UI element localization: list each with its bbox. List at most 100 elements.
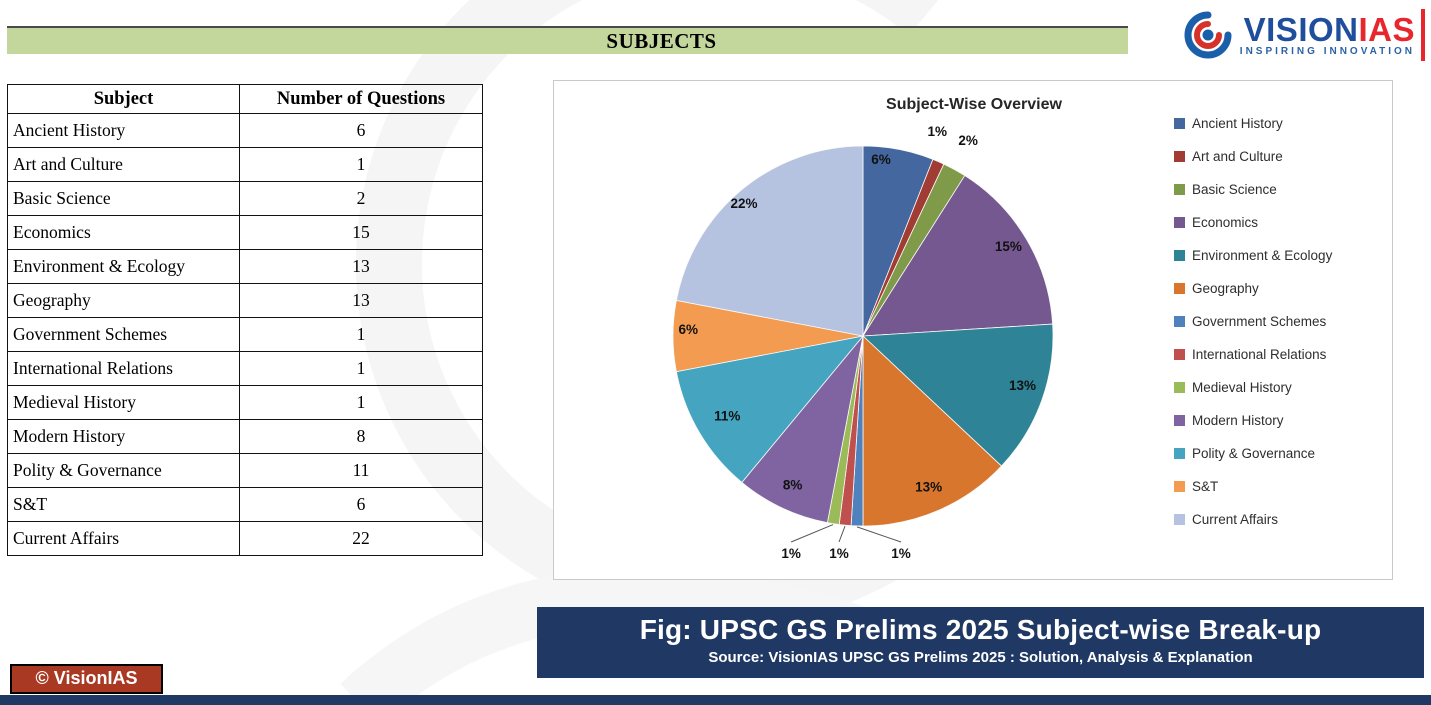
- logo-tagline: INSPIRING INNOVATION: [1239, 45, 1415, 57]
- pie-percent-label: 1%: [928, 124, 948, 139]
- logo-text-ias: IAS: [1358, 10, 1415, 48]
- legend-swatch: [1174, 514, 1185, 525]
- chart-container: Subject-Wise Overview 6% 1% 2% 15% 13% 13% 1% 1…: [553, 80, 1393, 580]
- legend-swatch: [1174, 283, 1185, 294]
- subject-cell: Current Affairs: [7, 521, 240, 556]
- subject-cell: Economics: [7, 215, 240, 250]
- logo-text-vision: VISION: [1243, 10, 1359, 48]
- pie-percent-label: 6%: [678, 322, 698, 337]
- legend-swatch: [1174, 481, 1185, 492]
- subject-column-header: Subject: [7, 84, 240, 114]
- label-leader-line: [838, 526, 846, 543]
- label-leader-line: [790, 524, 834, 543]
- legend-swatch: [1174, 118, 1185, 129]
- table-row: Medieval History 1: [7, 385, 483, 420]
- label-leader-line: [856, 526, 902, 543]
- pie-percent-label: 1%: [829, 546, 849, 561]
- legend-swatch: [1174, 250, 1185, 261]
- legend-item: S&T: [1174, 470, 1332, 503]
- caption-banner: Fig: UPSC GS Prelims 2025 Subject-wise B…: [537, 607, 1424, 678]
- legend-swatch: [1174, 382, 1185, 393]
- subject-cell: Geography: [7, 283, 240, 318]
- legend-swatch: [1174, 184, 1185, 195]
- legend-label: International Relations: [1192, 347, 1327, 362]
- legend-label: Basic Science: [1192, 182, 1277, 197]
- copyright-text: © VisionIAS: [35, 668, 138, 688]
- legend-label: Government Schemes: [1192, 314, 1327, 329]
- legend-item: Polity & Governance: [1174, 437, 1332, 470]
- table-row: Government Schemes 1: [7, 317, 483, 352]
- question-count-cell: 6: [239, 487, 483, 522]
- subject-cell: Medieval History: [7, 385, 240, 420]
- question-count-cell: 13: [239, 283, 483, 318]
- subject-cell: S&T: [7, 487, 240, 522]
- legend-item: Economics: [1174, 206, 1332, 239]
- question-count-cell: 13: [239, 249, 483, 284]
- subject-cell: Polity & Governance: [7, 453, 240, 488]
- table-row: Environment & Ecology 13: [7, 249, 483, 284]
- legend-label: Modern History: [1192, 413, 1284, 428]
- visionias-logo: VISIONIAS INSPIRING INNOVATION: [1175, 6, 1425, 64]
- pie-slice-current-affairs: [675, 145, 864, 337]
- legend-label: Environment & Ecology: [1192, 248, 1333, 263]
- legend-item: Ancient History: [1174, 107, 1332, 140]
- legend-label: S&T: [1192, 479, 1219, 494]
- pie-percent-label: 6%: [871, 152, 891, 167]
- legend-item: Basic Science: [1174, 173, 1332, 206]
- question-count-column-header: Number of Questions: [239, 84, 483, 114]
- legend-label: Polity & Governance: [1192, 446, 1316, 461]
- legend-label: Art and Culture: [1192, 149, 1283, 164]
- visionias-logo-icon: [1184, 11, 1232, 59]
- pie-percent-label: 22%: [730, 196, 757, 211]
- legend-swatch: [1174, 316, 1185, 327]
- table-row: S&T 6: [7, 487, 483, 522]
- legend-item: Medieval History: [1174, 371, 1332, 404]
- pie-percent-label: 1%: [891, 546, 911, 561]
- legend-item: Art and Culture: [1174, 140, 1332, 173]
- table-row: Polity & Governance 11: [7, 453, 483, 488]
- source-caption: Source: VisionIAS UPSC GS Prelims 2025 :…: [708, 649, 1253, 666]
- legend-item: Environment & Ecology: [1174, 239, 1332, 272]
- pie-chart: 6% 1% 2% 15% 13% 13% 1% 1% 1% 8% 11% 6% 22%: [672, 124, 1054, 561]
- title-bar: SUBJECTS: [7, 26, 1128, 54]
- logo-name: VISIONIAS: [1243, 10, 1415, 48]
- legend-item: Geography: [1174, 272, 1332, 305]
- subject-table: Subject Number of Questions Ancient Hist…: [7, 84, 483, 556]
- logo-text-block: VISIONIAS INSPIRING INNOVATION: [1239, 10, 1415, 57]
- question-count-cell: 8: [239, 419, 483, 454]
- pie-percent-label: 15%: [995, 239, 1022, 254]
- pie-slice-environment-ecology: [862, 323, 1054, 467]
- legend-item: Modern History: [1174, 404, 1332, 437]
- figure-caption: Fig: UPSC GS Prelims 2025 Subject-wise B…: [639, 614, 1322, 645]
- table-header-row: Subject Number of Questions: [7, 84, 483, 114]
- subject-cell: Art and Culture: [7, 147, 240, 182]
- legend-label: Current Affairs: [1192, 512, 1279, 527]
- legend-label: Medieval History: [1192, 380, 1292, 395]
- table-row: Economics 15: [7, 215, 483, 250]
- legend-label: Geography: [1192, 281, 1259, 296]
- bottom-bar: [0, 695, 1431, 705]
- question-count-cell: 22: [239, 521, 483, 556]
- question-count-cell: 6: [239, 113, 483, 148]
- legend-swatch: [1174, 151, 1185, 162]
- logo-accent-bar: [1421, 9, 1425, 61]
- legend-item: International Relations: [1174, 338, 1332, 371]
- question-count-cell: 11: [239, 453, 483, 488]
- table-row: International Relations 1: [7, 351, 483, 386]
- legend-swatch: [1174, 349, 1185, 360]
- pie-percent-label: 13%: [1009, 378, 1036, 393]
- pie-slice-polity-governance: [675, 335, 865, 483]
- pie-percent-label: 1%: [781, 546, 801, 561]
- legend-label: Ancient History: [1192, 116, 1283, 131]
- subject-cell: Government Schemes: [7, 317, 240, 352]
- legend-swatch: [1174, 415, 1185, 426]
- chart-title: Subject-Wise Overview: [886, 96, 1062, 113]
- table-row: Basic Science 2: [7, 181, 483, 216]
- legend-item: Government Schemes: [1174, 305, 1332, 338]
- subject-cell: Basic Science: [7, 181, 240, 216]
- pie-slice-geography: [862, 335, 1003, 527]
- pie-percent-label: 13%: [915, 480, 942, 495]
- question-count-cell: 1: [239, 351, 483, 386]
- subject-cell: Modern History: [7, 419, 240, 454]
